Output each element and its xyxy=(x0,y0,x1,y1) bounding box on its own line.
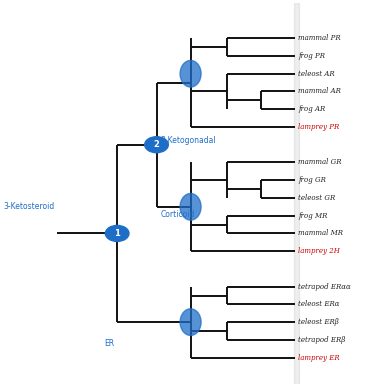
Text: ER: ER xyxy=(104,339,114,348)
Text: teleost GR: teleost GR xyxy=(298,194,335,202)
Text: 3-Ketogonadal: 3-Ketogonadal xyxy=(161,136,216,145)
Text: frog MR: frog MR xyxy=(298,212,327,220)
Text: tetrapod ERαα: tetrapod ERαα xyxy=(298,283,351,291)
Text: mammal AR: mammal AR xyxy=(298,87,341,96)
Text: 1: 1 xyxy=(114,229,120,238)
Ellipse shape xyxy=(180,60,201,87)
Text: mammal MR: mammal MR xyxy=(298,229,343,237)
Text: tetrapod ERβ: tetrapod ERβ xyxy=(298,336,345,344)
Text: frog AR: frog AR xyxy=(298,105,325,113)
Text: mammal PR: mammal PR xyxy=(298,34,341,42)
Text: lamprey 2H: lamprey 2H xyxy=(298,247,340,255)
Text: teleost AR: teleost AR xyxy=(298,70,335,78)
Text: frog PR: frog PR xyxy=(298,52,325,60)
Ellipse shape xyxy=(180,309,201,336)
Text: teleost ERα: teleost ERα xyxy=(298,300,339,308)
Text: Corticoid: Corticoid xyxy=(161,211,195,219)
Circle shape xyxy=(106,226,129,241)
Ellipse shape xyxy=(180,194,201,220)
Bar xyxy=(294,3,299,384)
Text: teleost ERβ: teleost ERβ xyxy=(298,318,339,326)
Text: frog GR: frog GR xyxy=(298,176,326,184)
Text: lamprey PR: lamprey PR xyxy=(298,123,339,131)
Text: lamprey ER: lamprey ER xyxy=(298,354,340,361)
Text: 3-Ketosteroid: 3-Ketosteroid xyxy=(3,202,54,211)
Text: mammal GR: mammal GR xyxy=(298,158,342,166)
Text: 2: 2 xyxy=(154,140,159,149)
Circle shape xyxy=(145,137,168,153)
